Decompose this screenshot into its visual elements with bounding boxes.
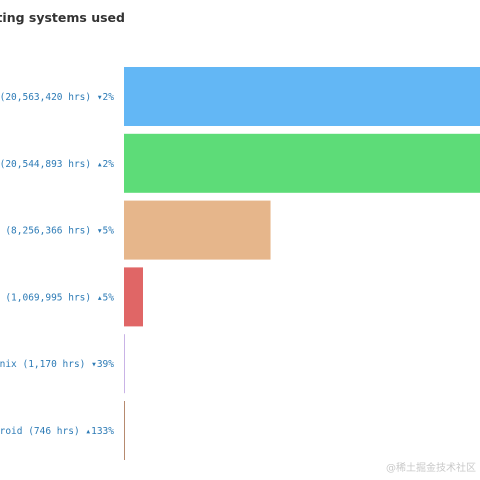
- bar-label-5: droid (746 hrs) ▴133%: [0, 426, 114, 437]
- bar-label-3: L (1,069,995 hrs) ▴5%: [0, 292, 114, 303]
- bar-4[interactable]: [124, 334, 125, 394]
- chart-title: ating systems used: [0, 10, 125, 25]
- bar-label-1: (20,544,893 hrs) ▴2%: [0, 159, 114, 170]
- bar-5[interactable]: [124, 401, 125, 460]
- watermark: @稀土掘金技术社区: [386, 463, 476, 474]
- bar-0[interactable]: [124, 67, 480, 126]
- bar-label-0: (20,563,420 hrs) ▾2%: [0, 92, 114, 103]
- bar-2[interactable]: [124, 200, 271, 260]
- bar-label-2: x (8,256,366 hrs) ▾5%: [0, 226, 114, 237]
- bar-3[interactable]: [124, 267, 143, 327]
- bar-1[interactable]: [124, 133, 480, 193]
- bar-label-4: Unix (1,170 hrs) ▾39%: [0, 359, 114, 370]
